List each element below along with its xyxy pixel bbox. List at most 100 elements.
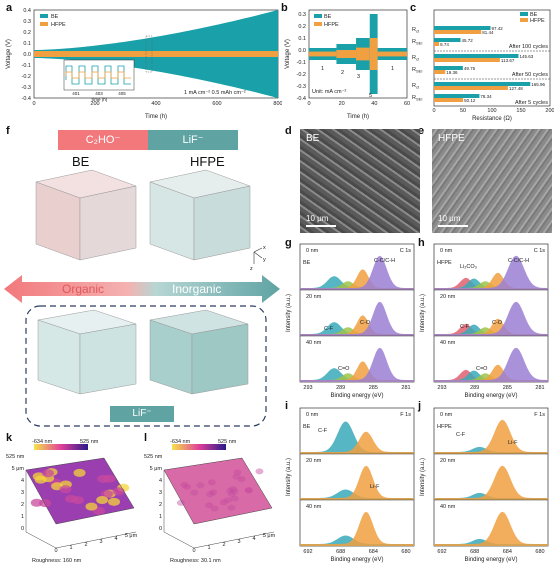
legend-label-be: BE [51,14,59,20]
y-tick-label: -0.1 [297,60,306,66]
x-tick-label: 688 [336,549,345,555]
panel-c-xticks: 0 50 100 150 200 [432,108,554,114]
x-tick-label: 680 [401,549,410,555]
x-tick-label: 100 [487,108,496,114]
axis-z-label: z [250,266,253,272]
peak-label: C-F [460,324,470,330]
xps-title: F 1s [534,412,545,418]
bar-value-hfpe: 19.36 [446,70,458,75]
bar-value-hfpe: 127.48 [509,86,523,91]
bar-hfpe [434,42,439,46]
panel-b-xticks: 0 20 40 60 [307,101,410,107]
peak-label: C-F [324,326,334,332]
xps-peak [434,466,548,500]
x-tick-label: 281 [535,385,544,391]
resistance-row-label: RSEI [412,95,422,102]
bar-hfpe [434,86,508,90]
afm-surface [164,458,272,524]
resistance-row-label: Rct [412,83,420,90]
afm-min-label: -634 nm [170,439,191,445]
bar-value-hfpe: 50.12 [464,98,476,103]
peak-label: C-F [456,432,466,438]
x-tick-label: 293 [303,385,312,391]
panel-label-d: d [285,125,292,137]
step-label: 2 [341,70,344,76]
afm-x-tick: 3 [99,539,102,545]
afm-x-tick: 2 [222,542,225,548]
y-tick-label: -0.1 [22,63,31,69]
afm-x-tick: 0 [54,548,57,554]
hfpe-rate-segment [356,48,370,61]
afm-max-label: 525 nm [218,439,237,445]
depth-label: 20 nm [440,294,456,300]
afm-y-tick: 1 [159,514,162,520]
group-label: After 50 cycles [512,72,548,78]
tof-label-lif-ion: LiF⁻ [148,130,238,150]
x-tick-label: 200 [545,108,554,114]
sem-label-hfpe: HFPE [438,133,465,144]
cube-hfpe-top [150,170,250,260]
peak-label: C-C/C-H [508,258,529,264]
legend-label-hfpe: HFPE [530,18,545,24]
afm-x-tick: 0 [192,548,195,554]
panel-b-xlabel: Time (h) [347,114,369,120]
legend-swatch-be [520,12,528,16]
legend-swatch-hfpe [520,18,528,22]
depth-label: 20 nm [440,458,456,464]
afm-base [164,532,194,548]
xps-ylabel: Intensity (a.u.) [286,458,292,496]
afm-x-tick: 1 [69,545,72,551]
y-tick-label: 0.3 [298,12,306,18]
arrow-label-organic: Organic [62,282,104,296]
peak-label: Li-F [508,440,518,446]
x-tick-label: 692 [437,549,446,555]
afm-be: -634 nm 525 nm 525 nm 5 μm 4 3 2 1 0 0 1 2 3 4 5 μm Rou… [4,436,142,566]
depth-label: 0 nm [440,248,453,254]
afm-y-tick: 5 μm [12,466,25,472]
xps-f1s-hfpe: 0 nm20 nm40 nmF 1sHFPEIntensity (a.u.)69… [416,404,552,566]
xps-title: C 1s [534,248,546,254]
xps-xlabel: Binding energy (eV) [464,557,517,563]
x-tick-label: 289 [336,385,345,391]
peak-label: Li-F [370,484,380,490]
x-tick-label: 600 [212,101,221,107]
xps-sample: BE [303,260,311,266]
afm-x-tick: 1 [207,545,210,551]
depth-label: 0 nm [306,248,319,254]
panel-b-chart: 0.30.20.10.0-0.1-0.2-0.3-0.4 0 20 40 60 Vol… [281,0,411,122]
x-tick-label: 688 [470,549,479,555]
xps-c1s-hfpe: 0 nm20 nm40 nmC 1sHFPEIntensity (a.u.)29… [416,240,552,400]
legend-label-hfpe: HFPE [324,22,339,28]
panel-b-unit-note: Unit: mA cm⁻² [312,89,347,95]
x-tick-label: 285 [503,385,512,391]
bar-value-be: 78.34 [480,94,492,99]
depth-label: 20 nm [306,458,322,464]
x-tick-label: 692 [303,549,312,555]
xps-xlabel: Binding energy (eV) [464,393,517,399]
y-tick-label: -0.3 [22,85,31,91]
tof-label-organic-ion: C₂HO⁻ [58,130,148,150]
bar-hfpe [434,58,500,62]
xps-xlabel: Binding energy (eV) [330,393,383,399]
y-tick-label: -0.2 [22,74,31,80]
sem-image-hfpe: HFPE 10 μm [432,129,552,233]
axis-y-label: y [263,257,266,263]
afm-min-label: -634 nm [32,439,53,445]
panel-f-figure: x y z Organic Inorganic [0,168,282,433]
afm-y-tick: 3 [159,490,162,496]
depth-label: 0 nm [440,412,453,418]
x-tick-label: 0 [432,108,435,114]
panel-c-chart: Rct 97.4281.44 RSEI 45.72 8.74 After 100 cycl… [410,0,554,122]
xps-sample: HFPE [437,424,452,430]
cube-hfpe-bottom [150,310,248,394]
peak-label: C-O [492,320,503,326]
cube-be-top [36,170,136,260]
afm-y-tick: 2 [21,502,24,508]
hfpe-rate-segment [370,38,378,70]
x-tick-label: 285 [369,385,378,391]
panel-a-xticks: 0 200 400 600 800 [32,101,282,107]
hfpe-rate-segment [336,50,356,58]
afm-z-label: 525 nm [6,454,25,460]
y-tick-label: 0.3 [23,19,31,25]
xps-ylabel: Intensity (a.u.) [286,294,292,332]
